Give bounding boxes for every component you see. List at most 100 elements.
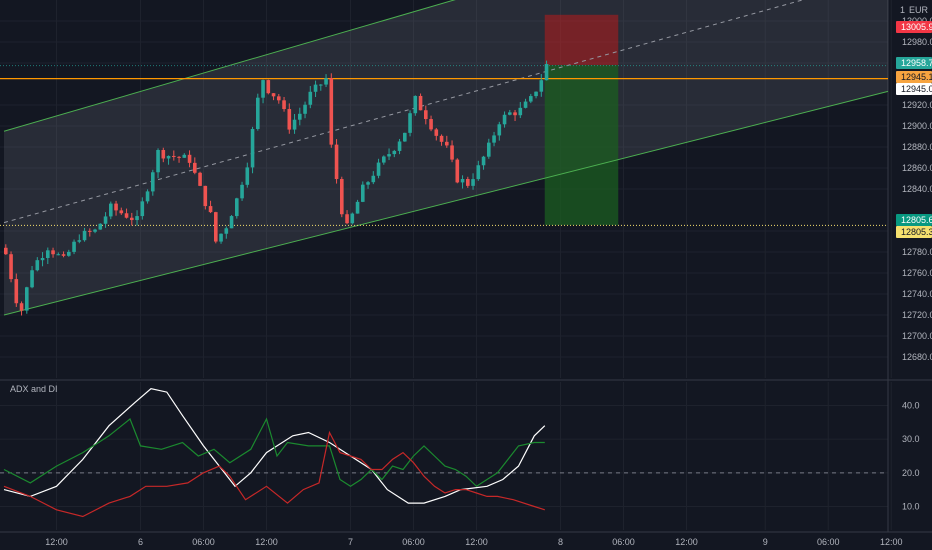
candle [182, 153, 187, 158]
candle [319, 84, 323, 91]
candle-body [460, 179, 465, 183]
candle-body [418, 95, 423, 111]
candle [397, 138, 402, 155]
adx-di-pane [0, 388, 888, 518]
candle-body [371, 175, 376, 183]
price-tag-label: 12805.6 [901, 215, 932, 225]
candle-body [487, 142, 491, 157]
candle-body [529, 96, 533, 102]
candle-body [319, 84, 323, 86]
candle-body [345, 214, 349, 224]
time-tick-label: 7 [348, 537, 353, 547]
candle [46, 247, 50, 265]
stop-loss-zone [544, 14, 619, 66]
candle-body [177, 156, 181, 158]
candle-body [4, 247, 8, 255]
horizontal-lines[interactable] [0, 65, 888, 226]
candle-body [329, 78, 334, 145]
candle [208, 200, 213, 214]
scale-icon[interactable]: 1 [900, 5, 905, 15]
candle-body [382, 156, 386, 163]
candle [529, 93, 533, 104]
grid [0, 0, 932, 533]
candle-body [235, 198, 239, 217]
candle [518, 102, 523, 119]
time-axis[interactable]: 12:00 6 06:00 12:00 7 06:00 12:00 8 06:00 12:00 9 0… [45, 537, 902, 547]
candle-body [67, 251, 71, 256]
candle [119, 207, 124, 215]
price-tick-label: 12740.0 [902, 289, 932, 299]
candle-body [361, 184, 365, 202]
time-tick-label: 12:00 [675, 537, 698, 547]
candle-body [287, 109, 292, 130]
candle [387, 148, 391, 161]
candle [88, 228, 92, 237]
candle [277, 93, 281, 104]
short-position-tool[interactable] [544, 14, 619, 226]
candle [361, 181, 365, 203]
time-tick-label: 12:00 [45, 537, 68, 547]
take-profit-zone [544, 65, 619, 226]
candle [308, 86, 313, 109]
price-tick-label: 12980.0 [902, 37, 932, 47]
currency-label: EUR [909, 5, 929, 15]
price-tick-label: 12920.0 [902, 100, 932, 110]
candle [135, 210, 139, 226]
candle [56, 252, 61, 256]
candle-body [481, 156, 486, 166]
candle [371, 171, 376, 185]
time-tick-label: 6 [138, 537, 143, 547]
price-tick-label: 12760.0 [902, 268, 932, 278]
candle-body [492, 135, 496, 143]
candle-body [334, 144, 339, 180]
time-tick-label: 06:00 [612, 537, 635, 547]
candle [329, 73, 334, 148]
candle-body [277, 96, 281, 101]
candle [114, 200, 118, 216]
candle [19, 301, 24, 316]
candle [539, 74, 544, 97]
candle [103, 212, 108, 228]
candle-body [51, 250, 55, 255]
candle [382, 155, 386, 165]
candle [287, 103, 292, 134]
candle-body [135, 216, 139, 221]
candle [193, 157, 197, 175]
candle-body [403, 132, 407, 142]
candle [497, 121, 502, 141]
price-tick-label: 12880.0 [902, 142, 932, 152]
candle-body [172, 155, 176, 157]
candle [130, 212, 134, 226]
candle [9, 251, 13, 283]
candle-body [518, 107, 523, 116]
candle [61, 251, 66, 258]
candle-body [471, 179, 475, 186]
candle-body [455, 159, 460, 183]
candle [392, 149, 397, 158]
candle-body [256, 97, 260, 129]
candle-body [198, 172, 202, 186]
price-tick-label: 12680.0 [902, 352, 932, 362]
time-tick-label: 12:00 [880, 537, 903, 547]
candle-body [340, 179, 344, 215]
candlestick-series [4, 60, 549, 316]
candle [324, 74, 328, 88]
price-tick-label: 12900.0 [902, 121, 932, 131]
candle-body [72, 241, 76, 252]
candle-body [308, 91, 313, 105]
candle-body [224, 228, 229, 234]
candle [145, 189, 150, 204]
candle-body [145, 191, 150, 202]
candle [523, 98, 528, 109]
price-tag-box [896, 226, 932, 238]
candle-body [166, 155, 171, 159]
candle-body [250, 128, 255, 168]
candle-body [450, 145, 454, 160]
candle-body [25, 287, 29, 311]
candle-body [82, 230, 87, 241]
candle-body [539, 80, 544, 92]
candle-body [19, 303, 24, 311]
minus-di-line [3, 430, 545, 518]
candle [508, 109, 512, 116]
